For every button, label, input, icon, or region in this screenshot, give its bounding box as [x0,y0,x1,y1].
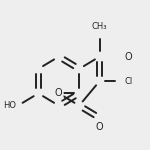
Text: CH₃: CH₃ [92,22,107,31]
Text: CH₃: CH₃ [92,22,107,31]
Text: O: O [96,122,103,132]
Text: HO: HO [4,101,16,110]
Text: O: O [124,52,132,62]
Text: O: O [96,122,103,132]
Text: Cl: Cl [124,77,132,86]
Text: HO: HO [4,101,16,110]
Text: Cl: Cl [124,77,132,86]
Text: O: O [124,52,132,62]
Text: O: O [55,88,63,98]
Text: O: O [55,88,63,98]
